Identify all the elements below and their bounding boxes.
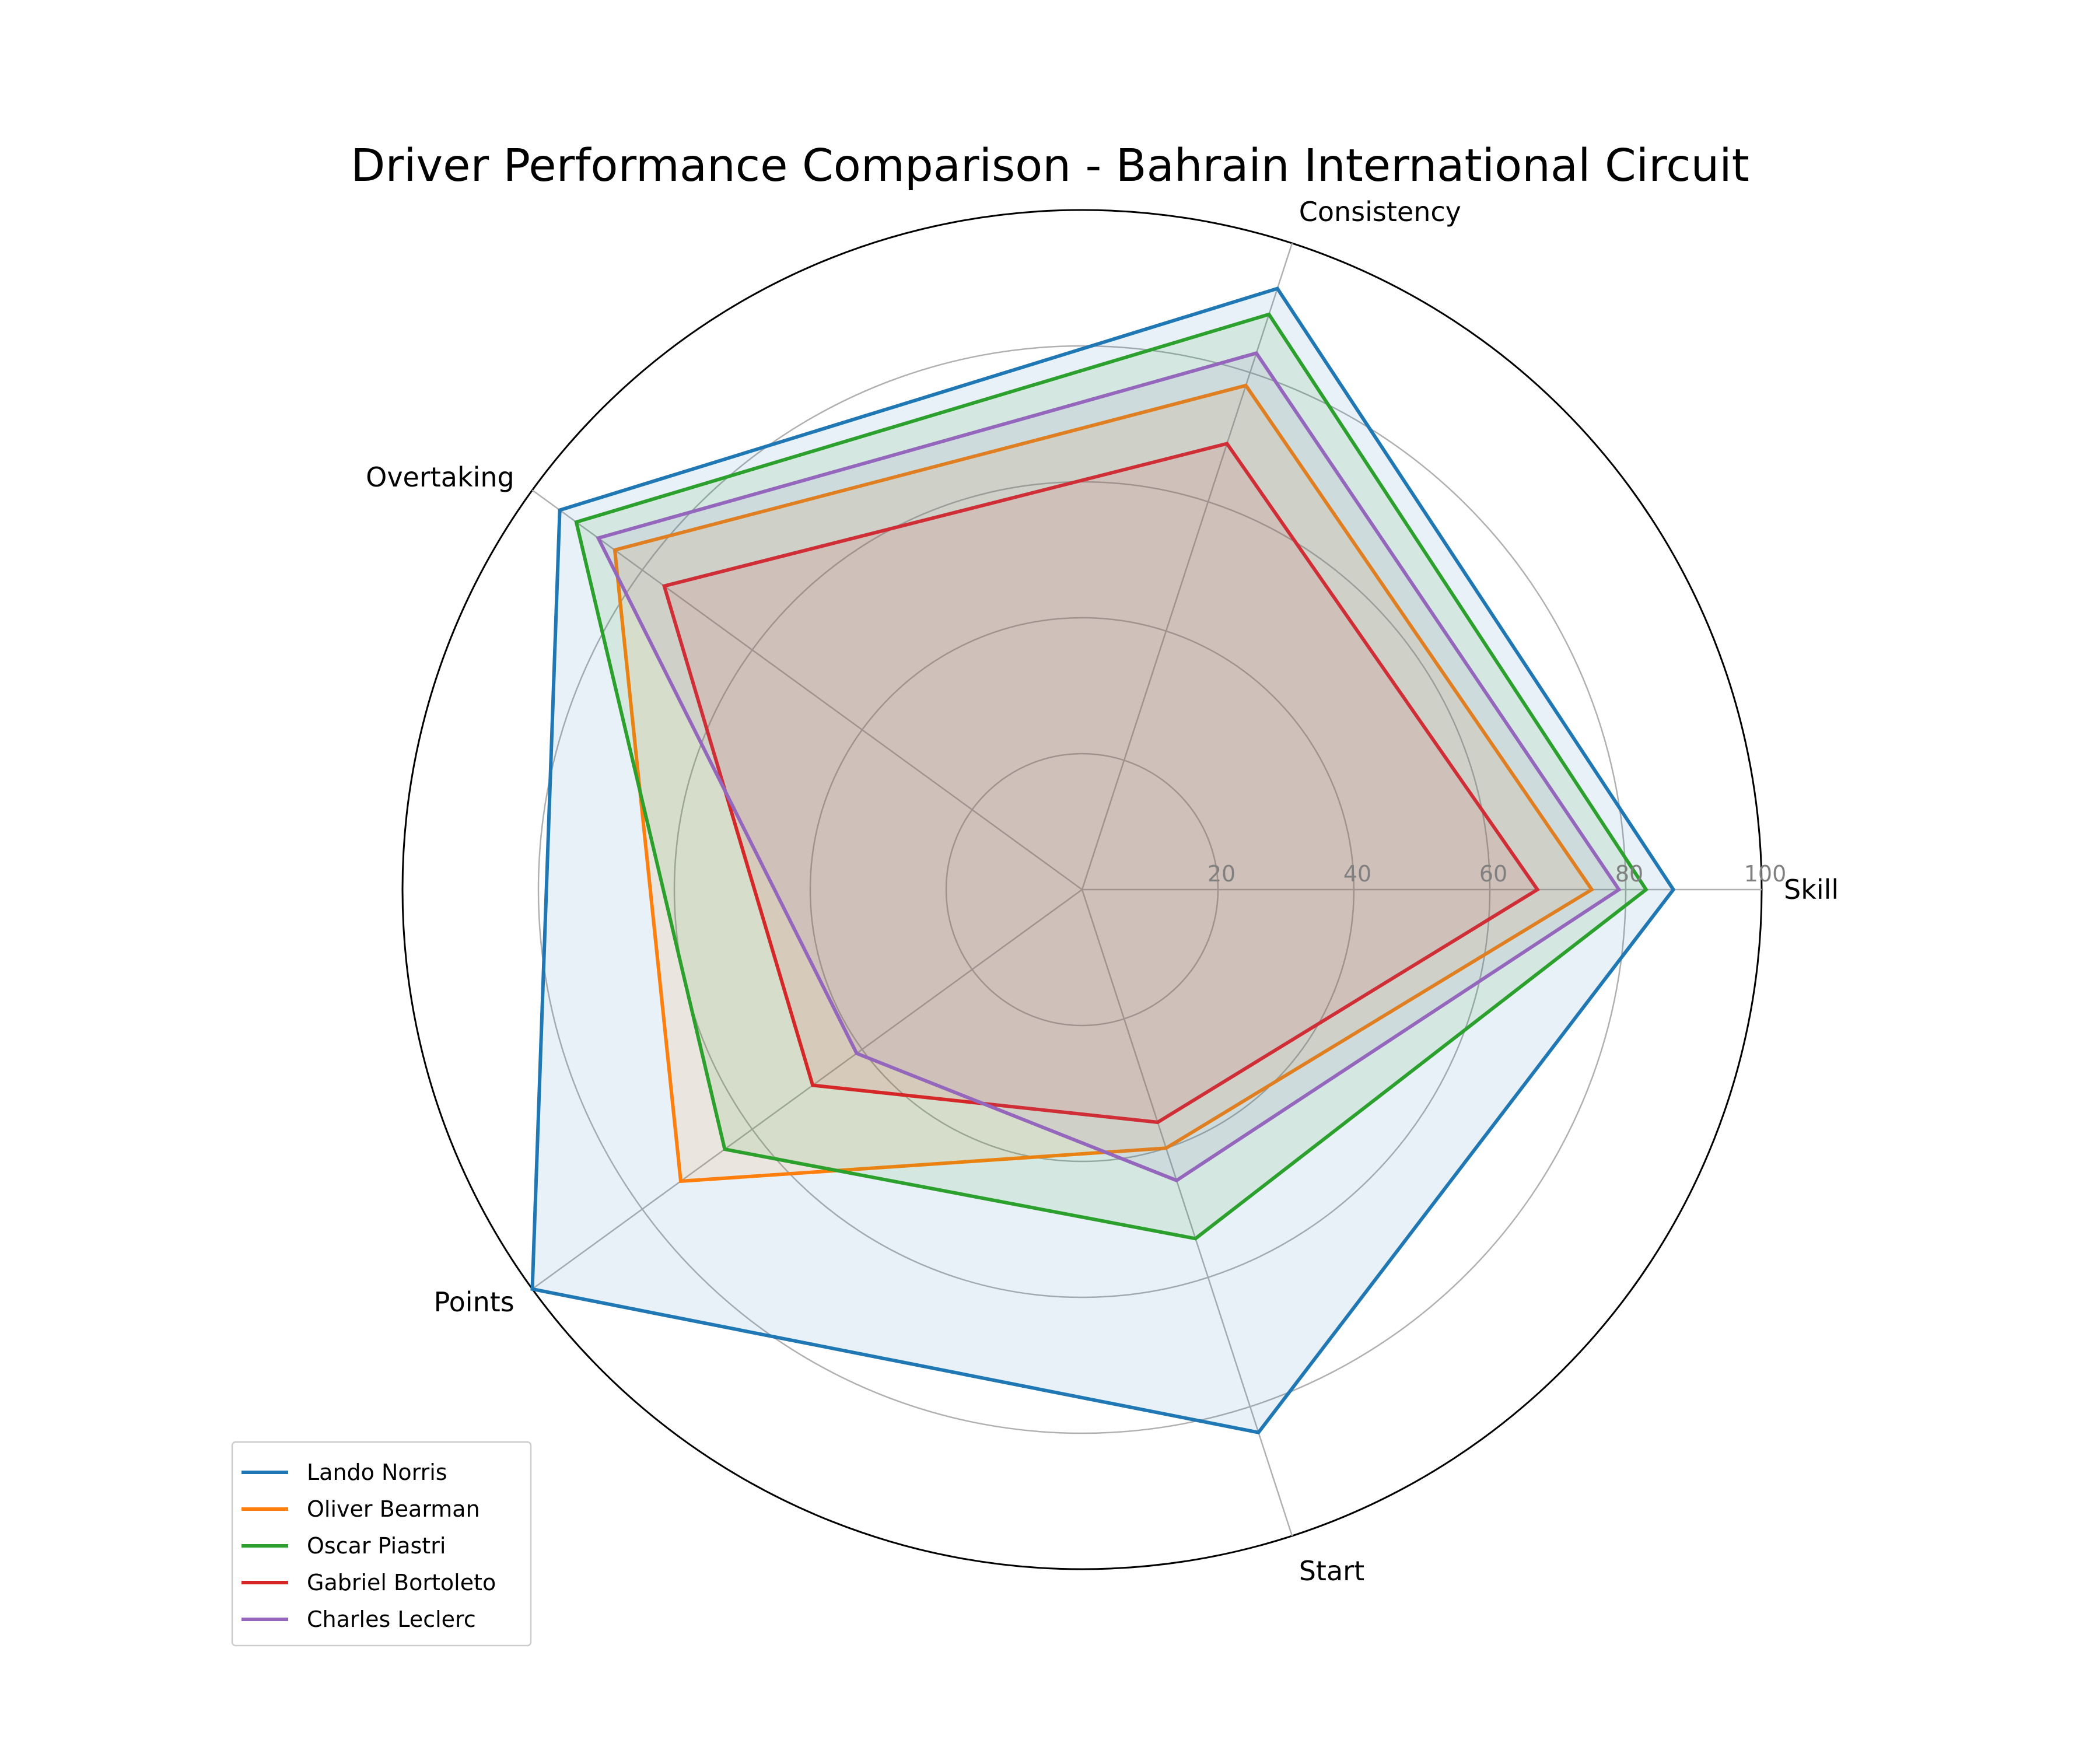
legend-frame	[231, 1441, 532, 1647]
grid-layer	[401, 209, 1763, 1570]
series-line-oscar-piastri	[574, 312, 1648, 1241]
series-layer	[530, 286, 1676, 1435]
axis-label-skill: Skill	[1784, 874, 1839, 905]
axis-label-start: Start	[1299, 1555, 1364, 1587]
spoke-start	[1081, 889, 1293, 1536]
axis-label-overtaking: Overtaking	[366, 461, 514, 493]
series-fill-gabriel-bortoleto	[664, 443, 1538, 1122]
series-line-gabriel-bortoleto	[662, 442, 1540, 1124]
r-tick-label-80: 80	[1615, 861, 1643, 887]
r-tick-label-40: 40	[1343, 861, 1371, 887]
legend-label-gabriel-bortoleto: Gabriel Bortoleto	[307, 1570, 496, 1595]
axis-label-consistency: Consistency	[1299, 196, 1461, 228]
r-tick-label-60: 60	[1479, 861, 1507, 887]
series-line-oliver-bearman	[612, 383, 1595, 1184]
legend-label-oscar-piastri: Oscar Piastri	[307, 1533, 446, 1559]
legend: Lando Norris Oliver Bearman Oscar Piastri G…	[231, 1441, 532, 1647]
series-fill-oliver-bearman	[614, 385, 1592, 1181]
legend-label-lando-norris: Lando Norris	[307, 1460, 447, 1485]
series-fill-lando-norris	[532, 288, 1674, 1433]
spoke-overtaking	[531, 489, 1083, 891]
series-fill-oscar-piastri	[576, 314, 1646, 1239]
axis-label-points: Points	[434, 1286, 514, 1318]
spoke-points	[531, 888, 1083, 1290]
r-tick-label-20: 20	[1208, 861, 1236, 887]
r-tick-label-100: 100	[1744, 861, 1787, 887]
chart-title: Driver Performance Comparison - Bahrain …	[351, 140, 1749, 192]
spoke-consistency	[1081, 243, 1293, 890]
legend-label-charles-leclerc: Charles Leclerc	[307, 1606, 476, 1632]
series-line-lando-norris	[530, 286, 1676, 1435]
series-fill-charles-leclerc	[598, 353, 1619, 1181]
series-line-charles-leclerc	[596, 351, 1622, 1182]
legend-label-oliver-bearman: Oliver Bearman	[307, 1496, 480, 1522]
